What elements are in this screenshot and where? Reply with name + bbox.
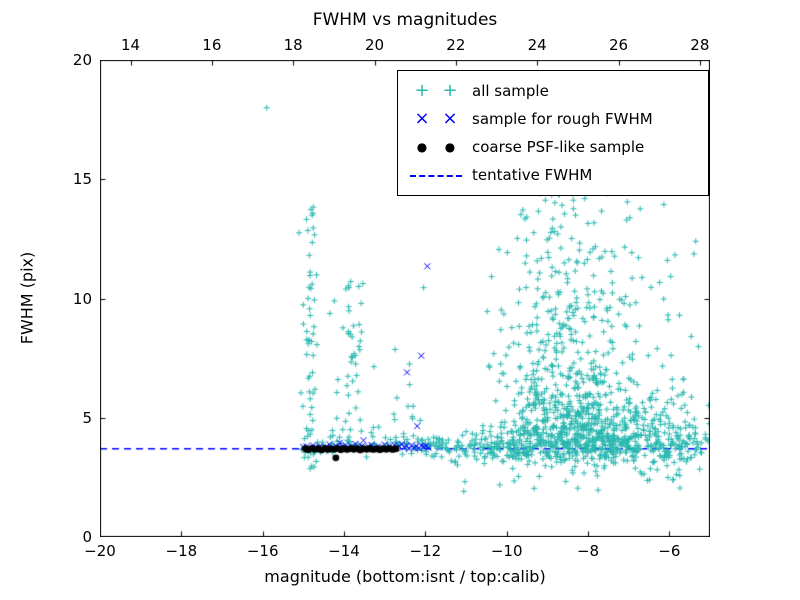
dashed-line-icon	[408, 161, 464, 189]
y-tick-label: 10	[72, 289, 92, 308]
x-tick-label-top: 24	[527, 36, 547, 54]
x-tick-label-bottom: −14	[328, 542, 360, 560]
legend-entry: ● ● coarse PSF-like sample	[398, 133, 708, 161]
x-tick-label-top: 26	[608, 36, 629, 54]
x-tick-label-bottom: −12	[409, 542, 442, 560]
y-tick-label: 20	[72, 51, 92, 69]
y-tick-label: 5	[82, 408, 92, 427]
x-tick-label-bottom: −10	[490, 542, 523, 560]
legend-entry: + + all sample	[398, 77, 708, 105]
x-tick-label-bottom: −6	[658, 542, 681, 560]
x-tick-label-bottom: −18	[165, 542, 198, 560]
x-tick-label-top: 14	[120, 36, 141, 54]
x-tick-label-top: 16	[202, 36, 222, 54]
x-tick-label-top: 18	[283, 36, 303, 54]
legend-label: sample for rough FWHM	[472, 110, 653, 128]
legend-entry: tentative FWHM	[398, 161, 708, 189]
circle-marker-icon: ● ●	[416, 140, 456, 154]
x-tick-label-bottom: −8	[576, 542, 600, 560]
plus-marker-icon: + +	[414, 80, 458, 101]
x-tick-label-top: 22	[446, 36, 466, 54]
x-marker-icon: × ×	[414, 108, 458, 129]
y-tick-label: 0	[82, 528, 92, 546]
legend-label: coarse PSF-like sample	[472, 138, 645, 156]
x-tick-label-top: 20	[364, 36, 385, 54]
legend: + + all sample × × sample for rough FWHM ● ● coa…	[397, 70, 709, 196]
x-tick-label-top: 28	[690, 36, 710, 54]
legend-entry: × × sample for rough FWHM	[398, 105, 708, 133]
legend-label: all sample	[472, 82, 549, 100]
legend-label: tentative FWHM	[472, 166, 593, 184]
x-axis-label: magnitude (bottom:isnt / top:calib)	[264, 567, 546, 586]
plot-title: FWHM vs magnitudes	[312, 10, 498, 30]
y-axis-label: FWHM (pix)	[17, 251, 37, 345]
x-tick-label-bottom: −20	[84, 542, 116, 560]
x-tick-label-bottom: −16	[246, 542, 279, 560]
y-tick-label: 15	[72, 170, 92, 189]
